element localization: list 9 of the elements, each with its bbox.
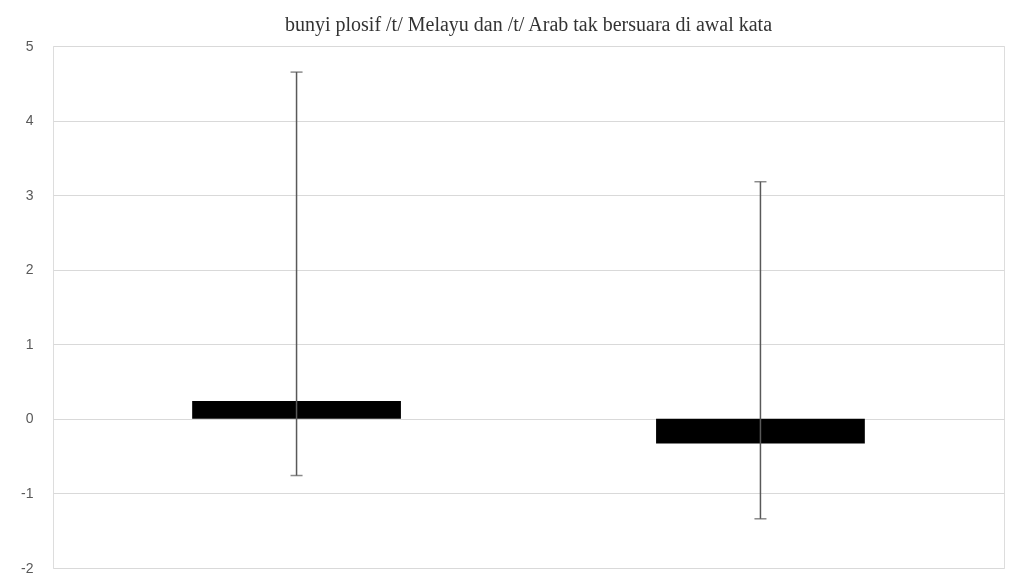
y-tick-label: -1 — [21, 484, 34, 501]
y-tick-label: 3 — [25, 186, 34, 203]
y-tick-label: -2 — [21, 559, 34, 576]
y-tick-label: 2 — [25, 261, 34, 278]
y-tick-label: 0 — [25, 410, 34, 427]
chart-title: bunyi plosif /t/ Melayu dan /t/ Arab tak bersuara di awal kata — [284, 13, 773, 36]
y-tick-label: 4 — [25, 112, 34, 129]
y-tick-label: 5 — [25, 37, 34, 54]
y-tick-label: 1 — [25, 335, 34, 352]
